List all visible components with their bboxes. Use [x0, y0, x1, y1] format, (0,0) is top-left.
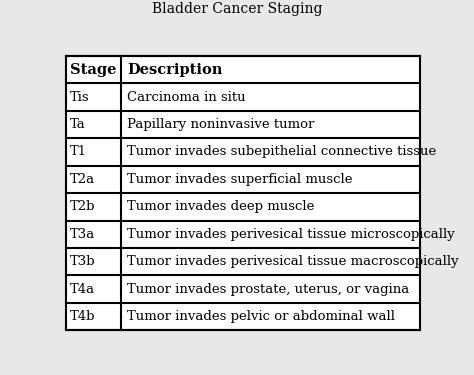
- Text: Tumor invades perivesical tissue microscopically: Tumor invades perivesical tissue microsc…: [128, 228, 455, 241]
- Text: T2b: T2b: [70, 200, 96, 213]
- Text: Papillary noninvasive tumor: Papillary noninvasive tumor: [128, 118, 315, 131]
- Text: Tumor invades superficial muscle: Tumor invades superficial muscle: [128, 173, 353, 186]
- Text: Tumor invades pelvic or abdominal wall: Tumor invades pelvic or abdominal wall: [128, 310, 395, 323]
- Text: Stage: Stage: [70, 63, 117, 77]
- Text: T4b: T4b: [70, 310, 96, 323]
- Text: Tumor invades perivesical tissue macroscopically: Tumor invades perivesical tissue macrosc…: [128, 255, 459, 268]
- Text: Bladder Cancer Staging: Bladder Cancer Staging: [152, 2, 322, 16]
- Text: T3b: T3b: [70, 255, 96, 268]
- Text: Description: Description: [128, 63, 223, 77]
- Text: Tis: Tis: [70, 91, 90, 104]
- Text: Tumor invades deep muscle: Tumor invades deep muscle: [128, 200, 315, 213]
- Text: T4a: T4a: [70, 283, 95, 296]
- Text: T2a: T2a: [70, 173, 95, 186]
- Text: T1: T1: [70, 146, 87, 159]
- Text: T3a: T3a: [70, 228, 96, 241]
- Text: Carcinoma in situ: Carcinoma in situ: [128, 91, 246, 104]
- Text: Ta: Ta: [70, 118, 86, 131]
- Text: Tumor invades subepithelial connective tissue: Tumor invades subepithelial connective t…: [128, 146, 437, 159]
- Text: Tumor invades prostate, uterus, or vagina: Tumor invades prostate, uterus, or vagin…: [128, 283, 410, 296]
